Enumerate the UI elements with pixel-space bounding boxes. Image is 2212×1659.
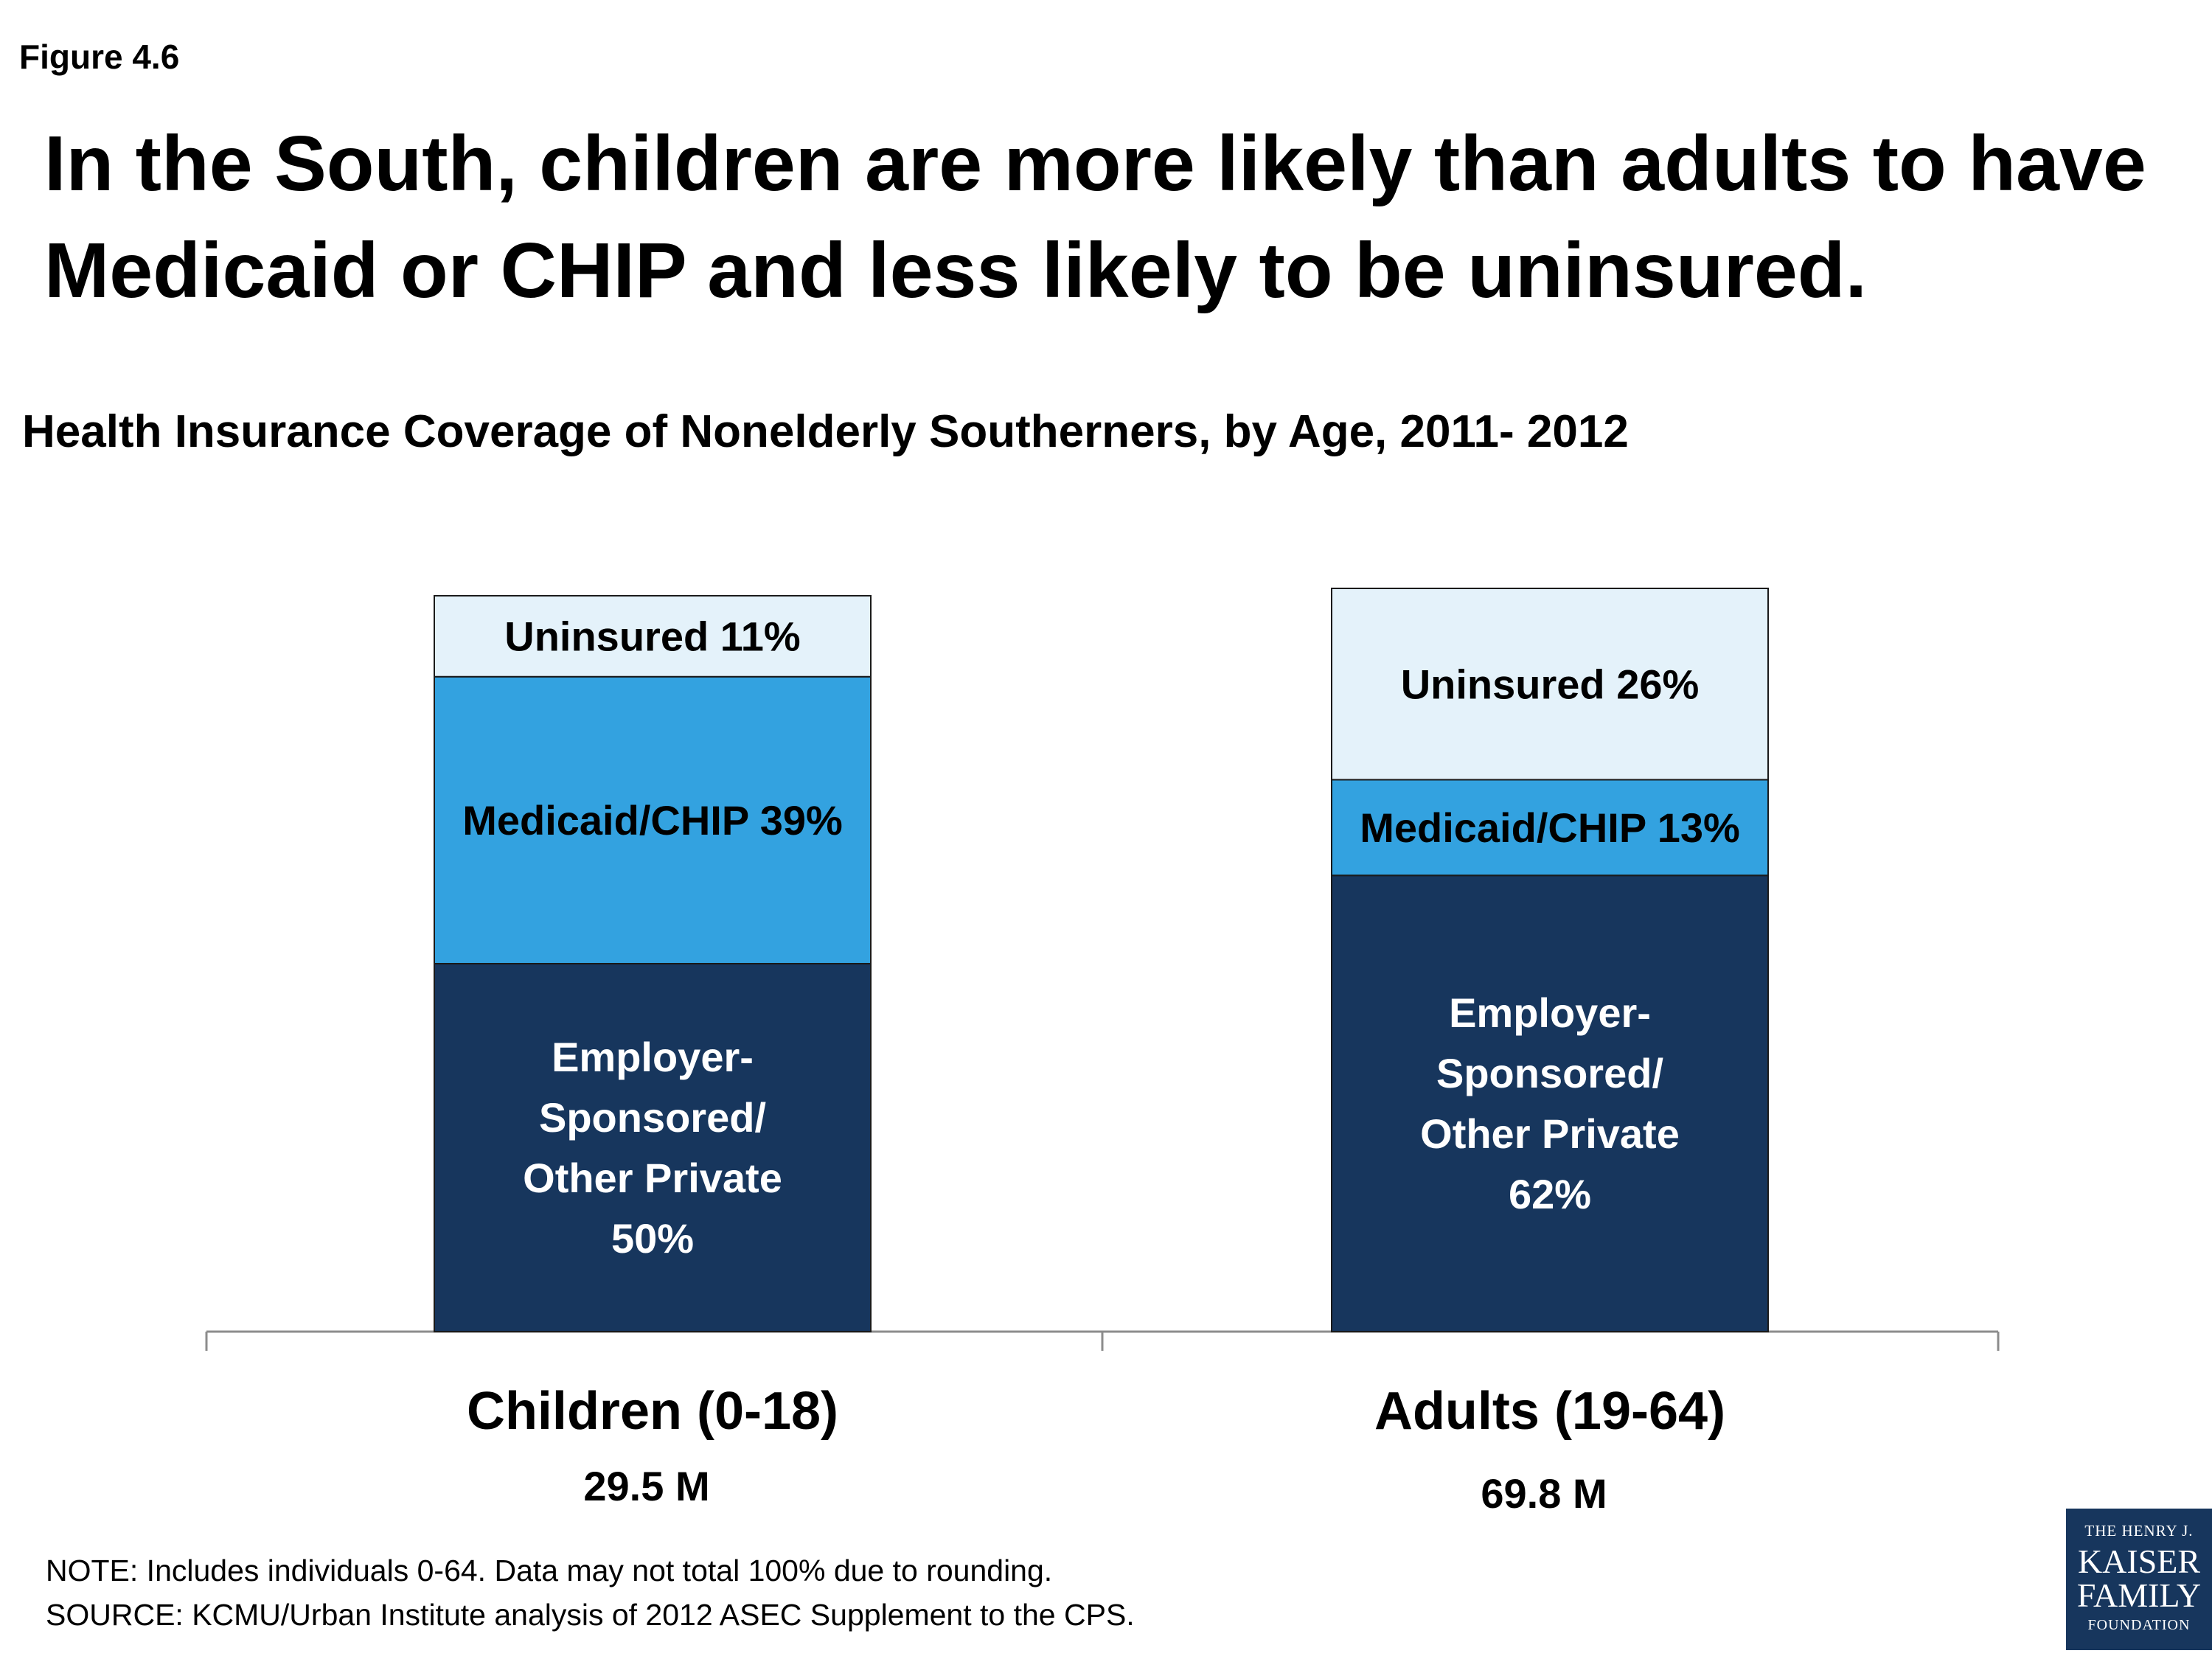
chart-title: Health Insurance Coverage of Nonelderly …: [22, 406, 1629, 457]
figure-label: Figure 4.6: [19, 38, 180, 76]
data-label-uninsured: Uninsured 26%: [1401, 661, 1700, 707]
bar-segment-employer: [1331, 874, 1769, 1333]
category-sublabel: 29.5 M: [583, 1463, 709, 1509]
page-title: In the South, children are more likely t…: [44, 120, 2146, 314]
logo-line: THE HENRY J.: [2084, 1522, 2194, 1540]
source-line: SOURCE: KCMU/Urban Institute analysis of…: [46, 1598, 1135, 1632]
data-label-medicaid: Medicaid/CHIP 39%: [462, 797, 843, 844]
notes: NOTE: Includes individuals 0-64. Data ma…: [46, 1548, 1135, 1637]
bar-segment-medicaid: [434, 675, 872, 964]
category-label: Children (0-18): [467, 1382, 838, 1441]
category-sublabel: 69.8 M: [1481, 1470, 1607, 1517]
kff-logo: THE HENRY J. KAISER FAMILY FOUNDATION: [2066, 1509, 2212, 1650]
data-label-employer: Employer-Sponsored/Other Private 50%: [523, 1034, 782, 1262]
bar-segment-uninsured: [1331, 588, 1769, 781]
category-label: Adults (19-64): [1374, 1382, 1725, 1441]
logo-line: FOUNDATION: [2087, 1617, 2191, 1633]
bar-segment-uninsured: [434, 594, 872, 678]
logo-line: KAISER: [2077, 1543, 2201, 1580]
logo-line: FAMILY: [2076, 1576, 2202, 1614]
bar-segment-medicaid: [1331, 779, 1769, 877]
note-line: NOTE: Includes individuals 0-64. Data ma…: [46, 1554, 1053, 1587]
data-label-uninsured: Uninsured 11%: [504, 613, 800, 659]
data-label-employer: Employer-Sponsored/Other Private 62%: [1420, 990, 1680, 1217]
bar-segment-employer: [434, 962, 872, 1332]
data-label-medicaid: Medicaid/CHIP 13%: [1360, 804, 1740, 851]
